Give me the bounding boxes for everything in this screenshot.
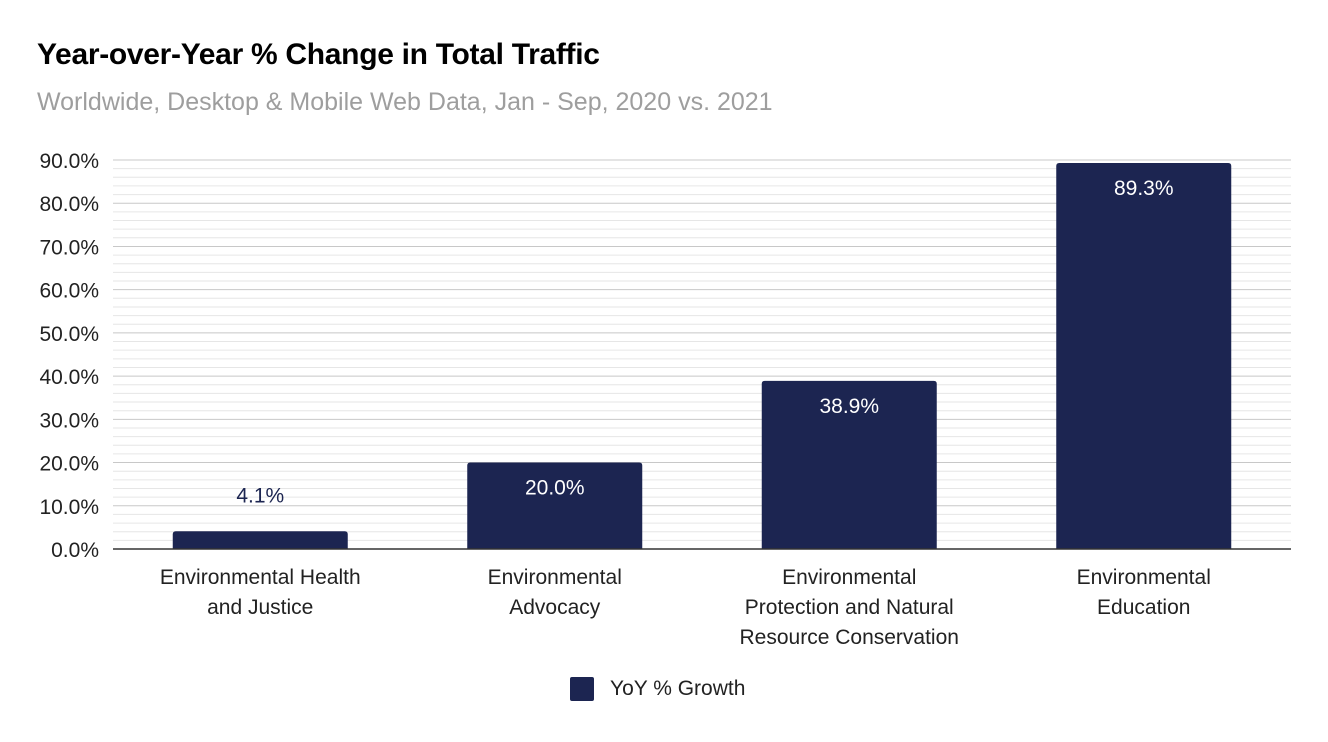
y-tick-label: 30.0% <box>39 409 99 432</box>
bar <box>761 380 937 549</box>
y-tick-label: 90.0% <box>39 150 99 173</box>
bar <box>467 462 643 549</box>
bar <box>1056 163 1232 549</box>
x-category-label-line: Environmental <box>782 566 916 589</box>
x-category-label-line: Environmental <box>488 566 622 589</box>
data-label: 20.0% <box>525 477 585 500</box>
y-tick-label: 70.0% <box>39 236 99 259</box>
y-tick-label: 50.0% <box>39 323 99 346</box>
y-tick-label: 40.0% <box>39 366 99 389</box>
y-tick-label: 80.0% <box>39 193 99 216</box>
x-category-label-line: Protection and Natural <box>745 596 954 619</box>
legend-swatch <box>570 677 594 701</box>
x-category-label: Environmental Education <box>1077 566 1211 619</box>
data-label: 38.9% <box>819 395 879 418</box>
chart-title: Year-over-Year % Change in Total Traffic <box>37 38 600 71</box>
chart-subtitle: Worldwide, Desktop & Mobile Web Data, Ja… <box>37 88 773 116</box>
legend-label: YoY % Growth <box>610 677 746 700</box>
bar <box>172 531 348 549</box>
y-tick-label: 60.0% <box>39 280 99 303</box>
y-tick-label: 20.0% <box>39 453 99 476</box>
x-category-label-line: Advocacy <box>509 596 601 619</box>
x-category-label: Environmental Health and Justice <box>160 566 361 619</box>
x-category-label: Environmental Advocacy <box>488 566 622 619</box>
x-category-label-line: Resource Conservation <box>740 626 959 649</box>
legend: YoY % Growth <box>570 677 745 701</box>
x-category-label-line: Education <box>1097 596 1190 619</box>
x-category-label-line: and Justice <box>207 596 313 619</box>
x-category-label-line: Environmental <box>1077 566 1211 589</box>
x-category-label: Environmental Protection and Natural Resou… <box>740 566 959 649</box>
y-tick-label: 0.0% <box>51 539 99 562</box>
data-label: 4.1% <box>236 484 284 507</box>
x-category-label-line: Environmental Health <box>160 566 361 589</box>
data-label: 89.3% <box>1114 177 1174 200</box>
y-tick-label: 10.0% <box>39 496 99 519</box>
